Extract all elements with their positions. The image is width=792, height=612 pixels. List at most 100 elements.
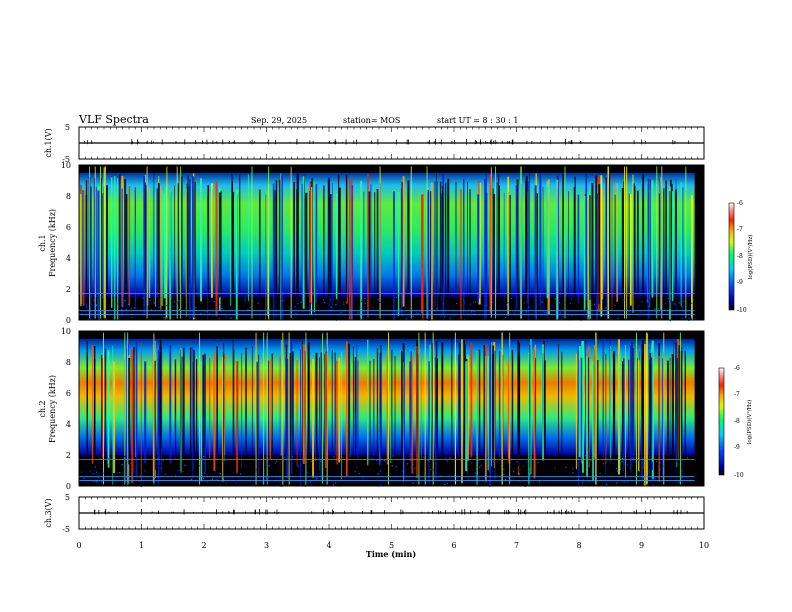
spectrogram-speckle bbox=[642, 476, 644, 479]
spectrogram-speckle bbox=[584, 455, 586, 457]
x-tick-label-5: 5 bbox=[389, 541, 394, 550]
spectrogram-speckle bbox=[379, 301, 381, 303]
ch1-colorbar-tick-m9: -9 bbox=[737, 279, 743, 286]
spectrogram-speckle bbox=[221, 307, 223, 310]
spectrogram-speckle bbox=[225, 482, 227, 485]
x-tick-label-7: 7 bbox=[514, 541, 519, 550]
spectrogram-speckle bbox=[202, 458, 204, 460]
spectrogram-speckle bbox=[333, 455, 335, 458]
spectrogram-speckle bbox=[512, 470, 515, 473]
spectrogram-speckle bbox=[219, 303, 221, 306]
spectrogram-speckle bbox=[140, 475, 142, 477]
x-tick-label-2: 2 bbox=[201, 541, 206, 550]
ch1-spectrogram-fill bbox=[79, 166, 696, 322]
spectrogram-speckle bbox=[543, 312, 545, 314]
spectrogram-speckle bbox=[86, 306, 88, 308]
spectrogram-speckle bbox=[173, 301, 176, 303]
spectrogram-speckle bbox=[102, 472, 104, 474]
spectrogram-speckle bbox=[417, 312, 419, 315]
spectrogram-speckle bbox=[335, 481, 337, 484]
ch1-colorbar-label: log(PSD)(V²/Hz) bbox=[747, 235, 754, 280]
spectrogram-speckle bbox=[225, 316, 227, 318]
ch1-waveform-panel: 5 -5 ch.1(V) bbox=[44, 123, 705, 164]
spectrogram-speckle bbox=[347, 317, 349, 319]
spectrogram-speckle bbox=[266, 477, 268, 479]
spectrogram-speckle bbox=[97, 477, 100, 479]
spectrogram-speckle bbox=[523, 302, 525, 304]
spectrogram-speckle bbox=[471, 311, 473, 313]
spectrogram-speckle bbox=[485, 457, 487, 459]
spectrogram-speckle bbox=[310, 484, 312, 486]
spectrogram-speckle bbox=[659, 462, 661, 464]
spectrogram-speckle bbox=[359, 306, 361, 308]
spectrogram-speckle bbox=[95, 481, 98, 483]
spectrogram-speckle bbox=[586, 308, 589, 310]
ch1-ytick-10: 10 bbox=[61, 161, 71, 170]
spectrogram-speckle bbox=[445, 457, 447, 460]
spectrogram-speckle bbox=[416, 312, 418, 314]
spectrogram-speckle bbox=[484, 305, 486, 307]
spectrogram-speckle bbox=[107, 457, 109, 460]
spectrogram-speckle bbox=[621, 457, 624, 460]
spectrogram-speckle bbox=[480, 465, 482, 467]
spectrogram-speckle bbox=[117, 303, 119, 305]
spectrogram-speckle bbox=[95, 305, 97, 307]
ch1-waveform-ticks bbox=[78, 127, 705, 159]
x-tick-label-9: 9 bbox=[639, 541, 644, 550]
spectrogram-speckle bbox=[565, 466, 567, 469]
spectrogram-speckle bbox=[640, 311, 642, 314]
spectrogram-speckle bbox=[195, 307, 197, 309]
spectrogram-speckle bbox=[503, 473, 505, 476]
spectrogram-speckle bbox=[525, 311, 527, 313]
spectrogram-speckle bbox=[379, 470, 382, 472]
spectrogram-speckle bbox=[626, 481, 628, 483]
spectrogram-speckle bbox=[578, 479, 580, 481]
spectrogram-speckle bbox=[194, 317, 197, 319]
ch3-waveform-spikes bbox=[93, 509, 688, 515]
spectrogram-speckle bbox=[463, 302, 465, 304]
spectrogram-speckle bbox=[380, 483, 382, 486]
ch1-ytick-2: 2 bbox=[66, 285, 71, 294]
spectrogram-speckle bbox=[623, 299, 625, 301]
spectrogram-speckle bbox=[199, 465, 201, 467]
spectrogram-speckle bbox=[430, 469, 432, 471]
spectrogram-speckle bbox=[249, 306, 251, 309]
ch1-waveform-ytick-top: 5 bbox=[65, 123, 70, 132]
spectrogram-speckle bbox=[388, 475, 390, 477]
spectrogram-speckle bbox=[637, 459, 640, 461]
spectrogram-speckle bbox=[665, 302, 667, 305]
spectrogram-speckle bbox=[681, 318, 683, 320]
spectrogram-speckle bbox=[538, 481, 540, 483]
spectrogram-speckle bbox=[336, 463, 339, 465]
spectrogram-speckle bbox=[300, 301, 302, 303]
spectrogram-speckle bbox=[148, 304, 150, 306]
spectrogram-speckle bbox=[99, 458, 101, 460]
spectrogram-speckle bbox=[128, 305, 130, 307]
spectrogram-speckle bbox=[507, 302, 509, 304]
spectrogram-speckle bbox=[691, 302, 693, 305]
ch2-colorbar-tick-m8: -8 bbox=[734, 418, 740, 425]
spectrogram-speckle bbox=[101, 481, 103, 483]
spectrogram-speckle bbox=[258, 475, 260, 477]
spectrogram-speckle bbox=[687, 457, 689, 459]
ch3-waveform-panel: 5 -5 ch.3(V) bbox=[44, 493, 705, 534]
ch3-waveform-ticks bbox=[78, 497, 705, 529]
spectrogram-speckle bbox=[306, 471, 308, 473]
spectrogram-speckle bbox=[489, 304, 491, 306]
ch3-waveform-ytick-top: 5 bbox=[65, 493, 70, 502]
ch2-ytick-8: 8 bbox=[66, 358, 71, 367]
spectrogram-speckle bbox=[537, 462, 539, 464]
spectrogram-speckle bbox=[121, 463, 123, 466]
ch1-spectrogram-ylabel-channel: ch.1 bbox=[38, 234, 47, 251]
spectrogram-speckle bbox=[235, 482, 237, 484]
x-tick-label-4: 4 bbox=[326, 541, 331, 550]
spectrogram-speckle bbox=[124, 299, 126, 302]
spectrogram-speckle bbox=[378, 464, 381, 466]
spectrogram-speckle bbox=[364, 311, 366, 313]
spectrogram-speckle bbox=[244, 297, 246, 299]
spectrogram-speckle bbox=[94, 466, 96, 468]
spectrogram-speckle bbox=[581, 482, 584, 484]
spectrogram-speckle bbox=[376, 459, 378, 462]
spectrogram-speckle bbox=[468, 479, 470, 481]
spectrogram-speckle bbox=[276, 315, 278, 317]
